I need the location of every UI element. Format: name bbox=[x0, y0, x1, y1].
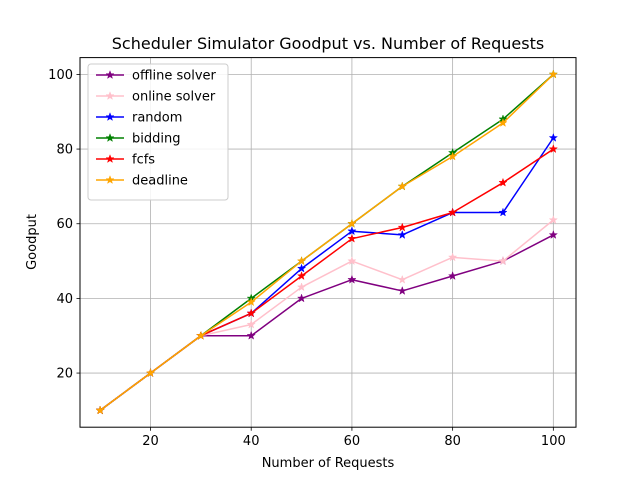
ticks: 20 40 60 80 100 20 40 60 80 100 bbox=[48, 68, 566, 449]
legend-label: online solver bbox=[132, 90, 216, 105]
data-point bbox=[347, 233, 357, 243]
data-point bbox=[548, 132, 559, 142]
x-tick-label: 80 bbox=[444, 434, 461, 449]
legend: offline solver online solver random bidding… bbox=[87, 63, 229, 201]
chart-title: Scheduler Simulator Goodput vs. Number o… bbox=[112, 34, 544, 53]
data-point bbox=[447, 252, 458, 262]
series-line bbox=[99, 73, 554, 412]
x-tick-label: 20 bbox=[142, 434, 159, 449]
data-point bbox=[498, 177, 508, 187]
legend-marker bbox=[105, 175, 115, 185]
series-line bbox=[99, 219, 554, 412]
legend-label: bidding bbox=[132, 132, 180, 147]
data-point bbox=[347, 218, 357, 228]
data-point bbox=[548, 215, 559, 225]
legend-item: fcfs bbox=[96, 153, 155, 168]
data-point bbox=[347, 256, 357, 266]
x-tick-label: 100 bbox=[541, 434, 566, 449]
legend-marker bbox=[105, 91, 115, 101]
data-point bbox=[296, 282, 307, 292]
legend-item: deadline bbox=[96, 174, 188, 189]
data-point bbox=[548, 229, 559, 239]
data-point bbox=[498, 256, 508, 266]
legend-marker bbox=[105, 70, 115, 80]
series-layer bbox=[95, 69, 559, 415]
series-deadline bbox=[95, 69, 559, 415]
data-point bbox=[397, 229, 407, 239]
data-point bbox=[196, 330, 206, 340]
legend-item: online solver bbox=[96, 90, 216, 105]
data-point bbox=[246, 330, 256, 340]
data-point bbox=[347, 226, 357, 236]
data-point bbox=[246, 308, 256, 318]
data-point bbox=[296, 263, 307, 273]
data-point bbox=[296, 271, 307, 281]
data-point bbox=[548, 144, 559, 154]
data-point bbox=[498, 117, 508, 127]
legend-item: random bbox=[96, 111, 182, 126]
legend-marker bbox=[105, 112, 115, 122]
legend-box bbox=[87, 63, 229, 201]
legend-label: deadline bbox=[132, 174, 188, 189]
data-point bbox=[246, 319, 256, 329]
data-point bbox=[397, 274, 407, 284]
data-point bbox=[95, 405, 105, 415]
grid bbox=[80, 57, 576, 428]
legend-label: offline solver bbox=[132, 69, 217, 84]
plot-frame bbox=[79, 57, 577, 428]
data-point bbox=[397, 285, 407, 295]
legend-label: fcfs bbox=[132, 153, 155, 168]
y-tick-label: 20 bbox=[56, 367, 73, 382]
y-tick-label: 100 bbox=[48, 68, 73, 83]
x-tick-label: 60 bbox=[344, 434, 361, 449]
series-line bbox=[99, 234, 554, 412]
legend-label: random bbox=[132, 111, 182, 126]
data-point bbox=[447, 207, 458, 217]
y-tick-label: 60 bbox=[56, 217, 73, 232]
data-point bbox=[548, 69, 559, 79]
data-point bbox=[296, 293, 307, 303]
data-point bbox=[397, 181, 407, 191]
data-point bbox=[397, 222, 407, 232]
data-point bbox=[347, 274, 357, 284]
data-point bbox=[145, 368, 156, 378]
data-point bbox=[498, 207, 508, 217]
y-axis-label: Goodput bbox=[25, 214, 40, 270]
data-point bbox=[246, 297, 256, 307]
data-point bbox=[296, 256, 307, 266]
x-tick-label: 40 bbox=[243, 434, 260, 449]
data-point bbox=[447, 151, 458, 161]
data-point bbox=[447, 271, 458, 281]
legend-item: bidding bbox=[96, 132, 180, 147]
series-online-solver bbox=[95, 215, 559, 415]
legend-item: offline solver bbox=[96, 69, 217, 84]
y-tick-label: 40 bbox=[56, 292, 73, 307]
x-axis-label: Number of Requests bbox=[262, 456, 395, 471]
legend-marker bbox=[105, 133, 115, 143]
legend-marker bbox=[105, 154, 115, 164]
y-tick-label: 80 bbox=[56, 143, 73, 158]
